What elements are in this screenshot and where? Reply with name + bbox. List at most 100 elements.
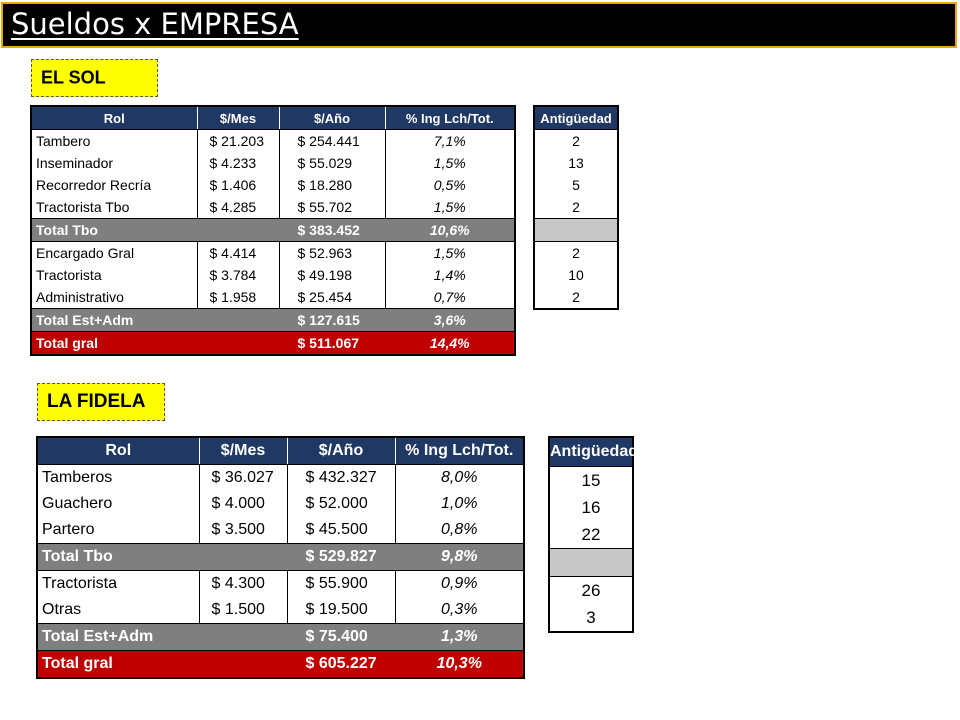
cell-rol: Total Est+Adm <box>31 308 198 332</box>
seniority-cell: 13 <box>568 155 584 171</box>
cell-rol: Recorredor Recría <box>31 174 198 196</box>
subtotal-row-tbo: Total Tbo $ 529.827 9,8% <box>37 543 524 571</box>
cell-pct: 1,4% <box>433 267 466 283</box>
col-header-pct: % Ing Lch/Tot. <box>395 437 524 465</box>
cell-pct: 9,8% <box>394 543 524 571</box>
company-name: EL SOL <box>41 67 106 88</box>
cell-anio: $ 25.454 <box>279 286 386 309</box>
cell-anio: $ 432.327 <box>287 464 396 491</box>
cell-pct: 1,5% <box>433 199 466 215</box>
table-row: Partero $ 3.500 $ 45.500 0,8% <box>37 517 524 544</box>
cell-rol: Total gral <box>31 331 198 355</box>
subtotal-row-est-adm: Total Est+Adm $ 127.615 3,6% <box>31 308 515 332</box>
cell-rol: Guachero <box>37 491 200 517</box>
cell-pct: 0,9% <box>441 575 478 592</box>
seniority-gap <box>549 548 633 577</box>
cell-rol: Tractorista <box>37 570 200 597</box>
seniority-table-el-sol: Antigüedad 2 13 5 2 2 10 2 <box>533 105 619 310</box>
cell-anio: $ 127.615 <box>278 308 386 332</box>
table-row: Recorredor Recría $ 1.406 $ 18.280 0,5% <box>31 174 515 196</box>
cell-mes: $ 4.300 <box>199 570 288 597</box>
cell-anio: $ 383.452 <box>278 218 386 242</box>
cell-pct: 0,7% <box>433 289 466 305</box>
cell-rol: Otras <box>37 597 200 624</box>
cell-mes: $ 4.000 <box>199 491 288 517</box>
total-row: Total gral $ 605.227 10,3% <box>37 650 524 678</box>
seniority-cell: 2 <box>572 289 580 305</box>
cell-anio: $ 19.500 <box>287 597 396 624</box>
col-header-mes: $/Mes <box>199 437 288 465</box>
total-row: Total gral $ 511.067 14,4% <box>31 331 515 355</box>
col-header-pct: % Ing Lch/Tot. <box>385 106 515 130</box>
cell-rol: Total Est+Adm <box>37 623 200 651</box>
seniority-cell: 2 <box>572 133 580 149</box>
cell-anio: $ 55.029 <box>279 152 386 174</box>
seniority-cell: 5 <box>572 177 580 193</box>
table-header-row: Rol $/Mes $/Año % Ing Lch/Tot. <box>31 106 515 130</box>
cell-rol: Tractorista Tbo <box>31 196 198 219</box>
cell-mes-empty <box>199 543 288 571</box>
cell-pct: 8,0% <box>441 469 478 486</box>
seniority-cell: 2 <box>572 199 580 215</box>
cell-anio: $ 55.900 <box>287 570 396 597</box>
cell-pct: 1,3% <box>394 623 524 651</box>
company-label-el-sol: EL SOL <box>31 59 158 97</box>
cell-mes: $ 1.500 <box>199 597 288 624</box>
col-header-anio: $/Año <box>287 437 396 465</box>
cell-mes: $ 36.027 <box>199 464 288 491</box>
cell-rol: Inseminador <box>31 152 198 174</box>
table-header-row: Rol $/Mes $/Año % Ing Lch/Tot. <box>37 437 524 465</box>
cell-mes-empty <box>197 308 280 332</box>
salary-table-la-fidela: Rol $/Mes $/Año % Ing Lch/Tot. Tamberos … <box>36 436 525 679</box>
cell-mes: $ 1.958 <box>197 286 280 309</box>
cell-rol: Encargado Gral <box>31 241 198 264</box>
table-row: Otras $ 1.500 $ 19.500 0,3% <box>37 597 524 624</box>
seniority-cell: 16 <box>581 497 601 517</box>
cell-pct: 1,0% <box>441 495 478 512</box>
cell-anio: $ 55.702 <box>279 196 386 219</box>
cell-anio: $ 18.280 <box>279 174 386 196</box>
cell-mes-empty <box>197 331 280 355</box>
cell-anio: $ 52.000 <box>287 491 396 517</box>
cell-anio: $ 49.198 <box>279 264 386 286</box>
cell-mes: $ 3.500 <box>199 517 288 544</box>
cell-mes-empty <box>199 650 288 678</box>
cell-rol: Tractorista <box>31 264 198 286</box>
cell-mes-empty <box>197 218 280 242</box>
cell-mes: $ 4.233 <box>197 152 280 174</box>
cell-pct: 10,3% <box>394 650 524 678</box>
cell-pct: 3,6% <box>384 308 515 332</box>
seniority-cell: 10 <box>568 267 584 283</box>
cell-pct: 0,8% <box>441 521 478 538</box>
cell-rol: Administrativo <box>31 286 198 309</box>
seniority-table-la-fidela: Antigüedad 15 16 22 26 3 <box>548 436 638 633</box>
seniority-cell: 22 <box>581 524 601 544</box>
salary-table-el-sol: Rol $/Mes $/Año % Ing Lch/Tot. Tambero $… <box>30 105 516 356</box>
table-row: Inseminador $ 4.233 $ 55.029 1,5% <box>31 152 515 174</box>
table-row: Administrativo $ 1.958 $ 25.454 0,7% <box>31 286 515 309</box>
cell-rol: Total Tbo <box>37 543 200 571</box>
cell-pct: 0,5% <box>433 177 466 193</box>
cell-anio: $ 511.067 <box>278 331 386 355</box>
cell-mes: $ 3.784 <box>197 264 280 286</box>
cell-anio: $ 52.963 <box>279 241 386 264</box>
company-label-la-fidela: LA FIDELA <box>37 383 165 421</box>
cell-mes-empty <box>199 623 288 651</box>
seniority-cell: 26 <box>581 580 601 600</box>
cell-anio: $ 529.827 <box>286 543 396 571</box>
title-bar: Sueldos x EMPRESA <box>1 2 957 48</box>
seniority-cell: 3 <box>586 607 596 627</box>
cell-pct: 14,4% <box>384 331 515 355</box>
cell-anio: $ 75.400 <box>286 623 396 651</box>
cell-pct: 1,5% <box>433 155 466 171</box>
cell-rol: Total Tbo <box>31 218 198 242</box>
table-row: Tractorista $ 4.300 $ 55.900 0,9% <box>37 570 524 597</box>
col-header-rol: Rol <box>31 106 198 130</box>
cell-pct: 10,6% <box>384 218 515 242</box>
cell-pct: 1,5% <box>433 245 466 261</box>
cell-rol: Tamberos <box>37 464 200 491</box>
cell-anio: $ 254.441 <box>279 129 386 152</box>
table-row: Tamberos $ 36.027 $ 432.327 8,0% <box>37 464 524 491</box>
table-row: Encargado Gral $ 4.414 $ 52.963 1,5% <box>31 241 515 264</box>
cell-pct: 7,1% <box>433 133 466 149</box>
